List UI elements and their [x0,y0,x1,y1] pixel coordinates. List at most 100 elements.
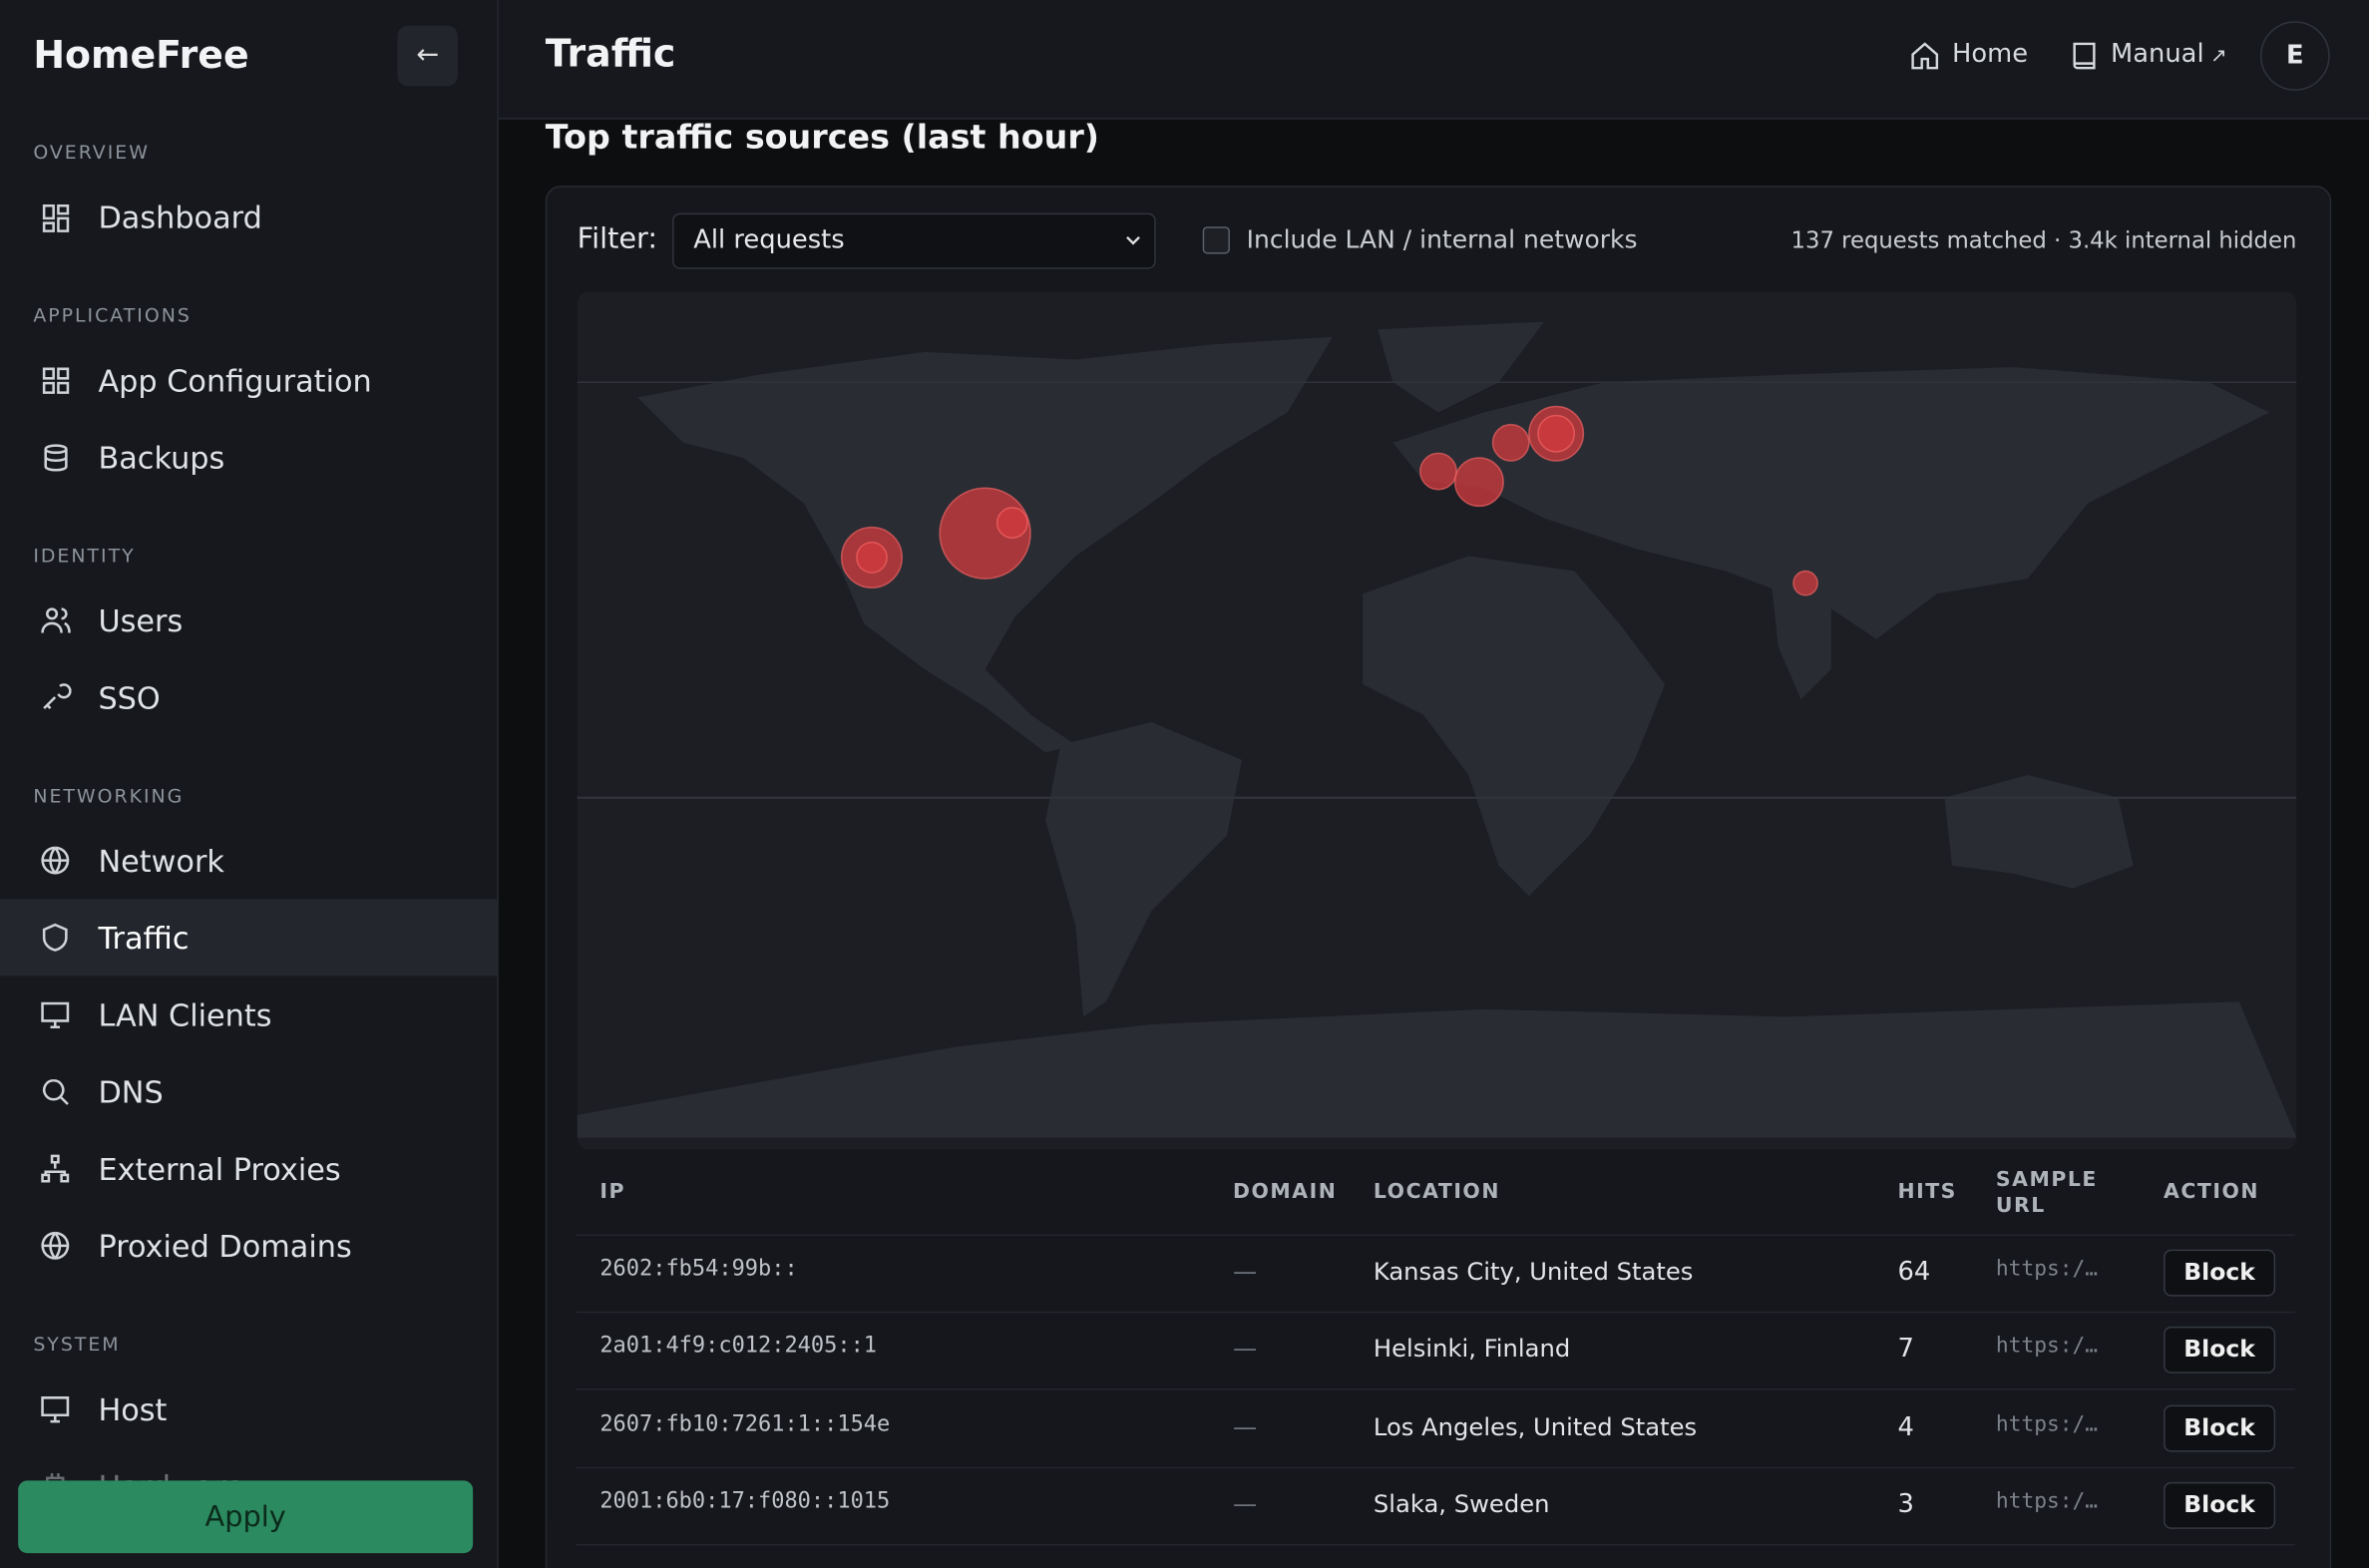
domain: — [1232,1334,1258,1364]
hits: 4 [1897,1411,1914,1442]
nav-item[interactable]: External Proxies [0,1130,497,1207]
avatar[interactable]: E [2259,21,2330,91]
location: Kansas City, United States [1373,1257,1694,1287]
icon-path [43,682,72,709]
section-label: IDENTITY [33,544,136,568]
section-label: NETWORKING [33,784,185,807]
row-separator [576,1543,2295,1546]
lan-checkbox[interactable] [1202,226,1230,254]
nav-manual[interactable]: Manual [2111,39,2204,70]
nav-label: Host [98,1390,168,1427]
row-separator [576,1388,2295,1390]
column-header: HITS [1897,1179,1957,1205]
bubble [1491,423,1530,462]
nav-icon [44,443,68,471]
location: Slaka, Sweden [1373,1489,1550,1519]
icon-path [41,1231,70,1259]
column-header: LOCATION [1373,1179,1500,1205]
nav-item[interactable]: LAN Clients [0,976,497,1052]
sample-url: https:/… [1995,1334,2099,1360]
sidebar: HomeFree ← OVERVIEW Dashboard APPLICATIONS… [0,0,499,1568]
stats: 137 requests matched · 3.4k internal hid… [1790,226,2297,254]
apply-button[interactable]: Apply [18,1480,474,1554]
nav-label: App Configuration [98,361,372,399]
location: Helsinki, Finland [1373,1334,1571,1364]
bubble [995,507,1028,539]
block-button[interactable]: Block [2164,1404,2276,1452]
icon-path [41,1153,70,1182]
column-header: IP [599,1179,625,1205]
section-label: OVERVIEW [33,140,150,164]
nav-label: Traffic [98,919,190,957]
external-arrow: ↗ [2210,45,2227,69]
nav-label: External Proxies [98,1150,341,1187]
nav-item[interactable]: Dashboard [0,179,497,255]
nav-item[interactable]: Traffic [0,899,498,977]
icon-path [42,366,70,394]
row-separator [576,1311,2295,1314]
hits: 3 [1897,1489,1914,1520]
nav-item[interactable]: Host [0,1371,497,1447]
bubble [1792,570,1818,596]
manual-icon [2073,42,2096,70]
nav-label: Users [98,601,184,638]
nav-label: SSO [98,678,161,716]
bubble [1453,457,1504,508]
icon-path [41,1000,70,1028]
section-label: APPLICATIONS [33,303,192,327]
column-header: ACTION [2164,1179,2260,1205]
nav-item[interactable]: Users [0,582,497,658]
nav-icon [41,606,71,632]
icon-path [42,923,68,952]
location: Los Angeles, United States [1373,1411,1698,1441]
nav-icon [43,682,72,709]
collapse-button[interactable]: ← [397,25,458,87]
nav-item[interactable]: DNS [0,1053,497,1130]
bubble [1537,414,1576,453]
nav-item[interactable]: SSO [0,658,497,735]
sample-url: https:/… [1995,1411,2099,1436]
nav-label: Proxied Domains [98,1227,352,1265]
block-button[interactable]: Block [2164,1249,2276,1297]
nav-item[interactable]: Proxied Domains [0,1207,497,1284]
nav-home[interactable]: Home [1951,39,2029,70]
nav-icon [41,1153,70,1182]
nav-icon [41,1000,70,1028]
icon-path [41,845,70,874]
nav-icon [42,366,70,394]
header [498,0,2369,120]
icon-path [42,203,70,232]
nav-label: LAN Clients [98,995,272,1033]
filter-label: Filter: [577,221,658,255]
ip: 2602:fb54:99b:: [599,1257,798,1282]
bubble [856,542,888,574]
ip: 2607:fb10:7261:1::154e [599,1411,891,1436]
hits: 64 [1897,1257,1931,1288]
domain: — [1232,1257,1258,1287]
sample-url: https:/… [1995,1489,2099,1514]
home-icon [1911,42,1939,70]
nav-icon [42,923,68,952]
nav-label: Backups [98,439,225,476]
select-value: All requests [693,224,845,255]
nav-item[interactable]: App Configuration [0,341,497,418]
domain: — [1232,1411,1258,1441]
row-separator [576,1234,2295,1237]
sample-url: https:/… [1995,1257,2099,1282]
chevron [1126,235,1140,245]
ip: 2001:6b0:17:f080::1015 [599,1489,891,1514]
checkbox-label: Include LAN / internal networks [1246,224,1638,254]
block-button[interactable]: Block [2164,1327,2276,1374]
filter-select[interactable]: All requests [672,212,1156,269]
icon-path [41,606,71,632]
nav-item[interactable]: Network [0,822,497,899]
nav-item[interactable]: Backups [0,419,497,496]
nav-label: Network [98,842,224,879]
block-button[interactable]: Block [2164,1481,2276,1529]
section-title: Top traffic sources (last hour) [545,119,1100,158]
page-title: Traffic [545,31,676,76]
nav-icon [42,1078,69,1105]
world-map [577,291,2297,1150]
